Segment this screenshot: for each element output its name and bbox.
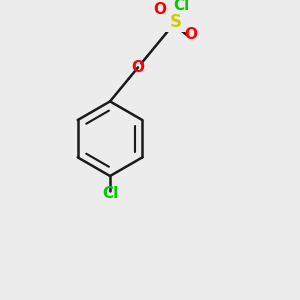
Text: O: O [184, 27, 197, 42]
Text: O: O [131, 60, 145, 75]
Text: O: O [153, 2, 167, 17]
Text: Cl: Cl [102, 186, 118, 201]
Text: Cl: Cl [173, 0, 189, 13]
Text: S: S [169, 13, 181, 31]
